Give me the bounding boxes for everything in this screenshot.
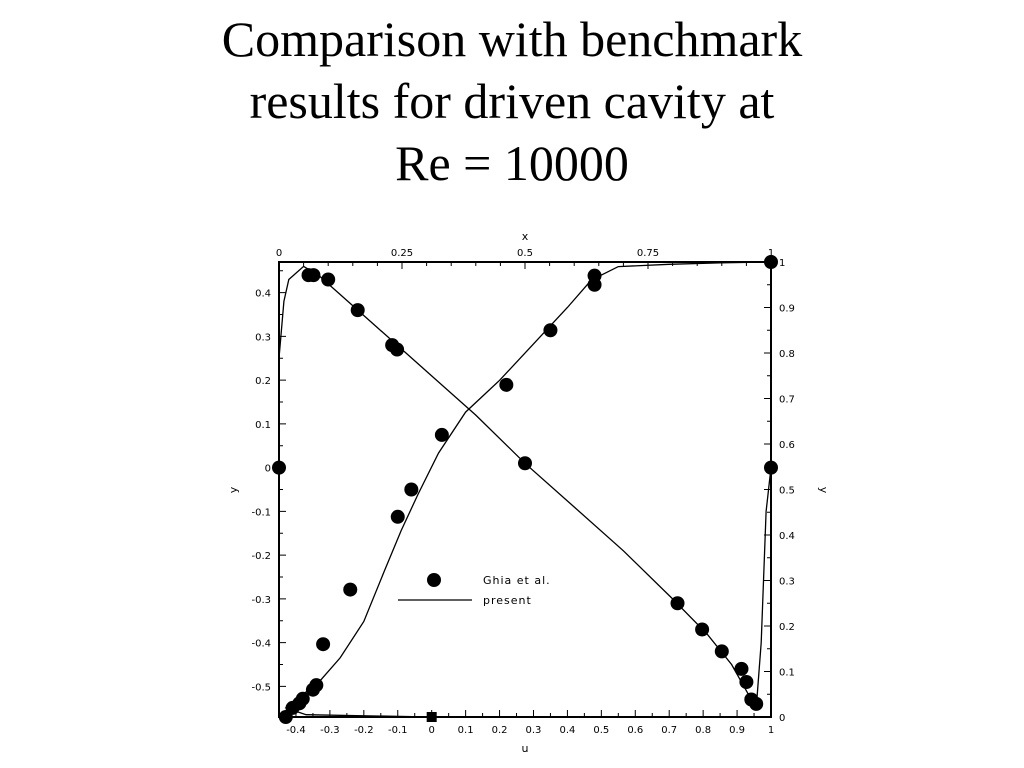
bottom-axis-label: u [522, 742, 529, 755]
bottom-tick-label: 0.9 [729, 725, 745, 736]
ghia-point [434, 427, 449, 442]
legend: Ghia et al. present [398, 573, 551, 607]
left-tick-label: 0.2 [255, 376, 271, 387]
top-tick-label: 0.25 [391, 248, 413, 259]
right-axis-label: y [817, 487, 830, 494]
corner-marker-bottom [426, 712, 437, 722]
left-axis-label: y [227, 486, 240, 493]
left-tick-label: 0.1 [255, 420, 271, 431]
left-tick-label: 0 [265, 464, 271, 475]
left-tick-label: -0.5 [251, 682, 271, 693]
legend-ghia-label: Ghia et al. [483, 574, 551, 587]
ghia-point [499, 377, 514, 392]
ghia-point [390, 342, 405, 357]
top-tick-label: 1 [768, 248, 774, 259]
legend-ghia-marker [427, 573, 441, 587]
ghia-point [714, 644, 729, 659]
top-axis-label: x [522, 230, 529, 243]
bottom-tick-label: 0.6 [627, 725, 643, 736]
slide-title: Comparison with benchmark results for dr… [0, 8, 1024, 194]
ghia-point [309, 678, 324, 693]
right-tick-label: 0.9 [779, 304, 795, 315]
bottom-tick-label: -0.4 [286, 725, 306, 736]
left-tick-label: -0.4 [251, 639, 271, 650]
axis-labels: x u y y [227, 230, 830, 755]
ghia-point [316, 637, 331, 652]
title-line-2: results for driven cavity at [249, 73, 775, 129]
title-line-3: Re = 10000 [395, 135, 629, 191]
left-tick-label: -0.2 [251, 551, 271, 562]
legend-present-label: present [483, 594, 532, 607]
left-tick-label: -0.1 [251, 507, 271, 518]
bottom-tick-label: 0.1 [458, 725, 474, 736]
bottom-tick-label: 1 [768, 725, 774, 736]
ghia-point [749, 696, 764, 711]
bottom-tick-label: 0 [429, 725, 435, 736]
ghia-point [404, 482, 419, 497]
ghia-point [739, 675, 754, 689]
left-tick-label: 0.3 [255, 332, 271, 343]
right-tick-label: 0.8 [779, 349, 795, 360]
top-tick-label: 0.75 [637, 248, 659, 259]
ghia-point [518, 456, 532, 471]
ghia-point [587, 268, 602, 283]
points-layer [272, 255, 778, 724]
bottom-tick-label: -0.1 [388, 725, 408, 736]
bottom-tick-label: 0.5 [593, 725, 609, 736]
right-tick-label: 0.5 [779, 486, 795, 497]
ghia-point [390, 509, 405, 524]
ghia-point [695, 622, 710, 637]
right-tick-label: 0.4 [779, 531, 795, 542]
bottom-tick-label: 0.2 [492, 725, 508, 736]
right-tick-label: 0 [779, 713, 785, 724]
ghia-point [295, 691, 310, 706]
right-tick-label: 1 [779, 258, 785, 269]
present-curve-2 [284, 261, 772, 718]
plot-border [278, 261, 772, 718]
top-tick-label: 0 [276, 248, 282, 259]
title-line-1: Comparison with benchmark [221, 11, 803, 67]
ghia-point [272, 460, 286, 475]
right-tick-label: 0.3 [779, 577, 795, 588]
ghia-point [764, 460, 778, 475]
ghia-point [321, 272, 336, 287]
ghia-point [734, 661, 749, 676]
right-tick-label: 0.1 [779, 668, 795, 679]
bottom-tick-label: 0.4 [559, 725, 575, 736]
present-curve-3 [278, 265, 772, 711]
ghia-point [350, 303, 365, 318]
ghia-point [306, 268, 321, 283]
bottom-tick-label: 0.3 [526, 725, 542, 736]
left-tick-label: 0.4 [255, 289, 271, 300]
plot-frame [278, 261, 772, 718]
right-tick-label: 0.7 [779, 395, 795, 406]
bottom-tick-label: 0.8 [695, 725, 711, 736]
bottom-tick-label: -0.2 [354, 725, 374, 736]
corner-marker-top-right [766, 257, 776, 267]
left-tick-label: -0.3 [251, 595, 271, 606]
axis-ticks: -0.4 -0.3 -0.2 -0.1 0 0.1 0.2 0.3 0.4 0.5 0.6 0.7 0.… [251, 248, 794, 736]
curves-layer [278, 261, 772, 718]
ghia-point [543, 323, 558, 338]
right-tick-label: 0.2 [779, 622, 795, 633]
ghia-point [343, 582, 358, 597]
top-tick-label: 0.5 [517, 248, 533, 259]
bottom-tick-label: 0.7 [661, 725, 677, 736]
bottom-tick-label: -0.3 [320, 725, 340, 736]
right-tick-label: 0.6 [779, 440, 795, 451]
ghia-point [670, 596, 685, 611]
